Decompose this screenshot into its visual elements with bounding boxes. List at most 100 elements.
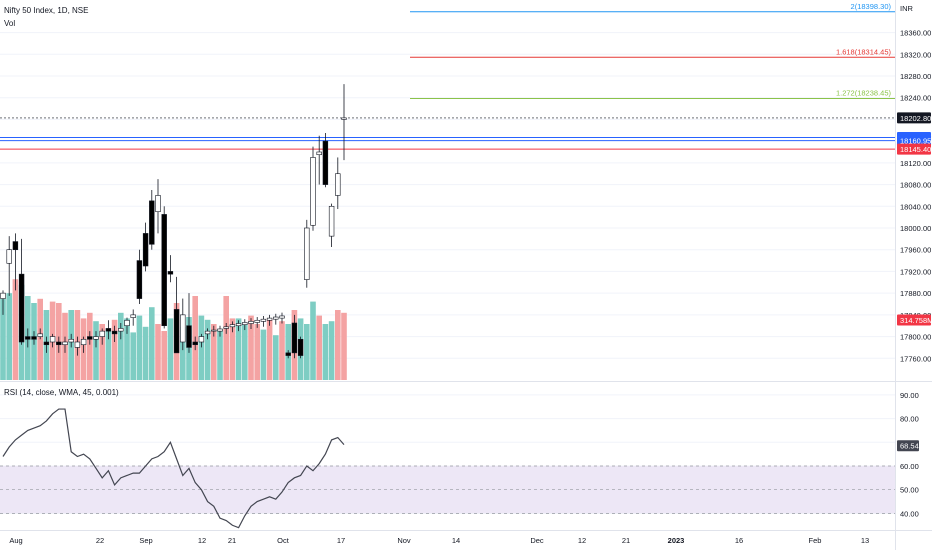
volume-bar [93, 321, 99, 380]
date-tick-label: Dec [530, 536, 544, 545]
candle-body [223, 326, 229, 329]
candle-body [155, 195, 161, 213]
volume-bar [273, 335, 279, 380]
candle-body [291, 322, 298, 354]
candle-body [105, 328, 112, 332]
date-tick-label: 14 [452, 536, 460, 545]
currency-label: INR [900, 4, 914, 13]
candle-body [18, 273, 25, 343]
candle-body [93, 336, 99, 340]
volume-bar [341, 312, 347, 380]
candle-body [328, 205, 335, 237]
volume-bar [6, 293, 12, 380]
volume-bar [99, 324, 105, 380]
candle-body [56, 341, 62, 346]
candle-body [310, 157, 316, 226]
price-tick-label: 17760.00 [900, 354, 931, 363]
candle-body [285, 352, 291, 356]
candle-body [173, 309, 180, 354]
candle-body [74, 341, 81, 348]
volume-legend: Vol [4, 19, 16, 28]
volume-bar [242, 324, 248, 380]
rsi-tick-label: 50.00 [900, 486, 919, 495]
volume-bar [142, 326, 149, 380]
volume-bar [167, 318, 174, 380]
volume-bar [149, 307, 155, 380]
candle-body [304, 227, 310, 280]
date-tick-label: 21 [228, 536, 236, 545]
rsi-tick-label: 60.00 [900, 462, 919, 471]
candle-body [217, 328, 223, 332]
fib-level-label: 2(18398.30) [851, 2, 892, 11]
volume-bar [310, 301, 316, 380]
candle-body [211, 329, 217, 332]
candle-body [142, 233, 149, 267]
candle-body [25, 336, 31, 340]
candle-body [31, 336, 37, 340]
volume-bar [254, 324, 260, 380]
volume-bar [260, 329, 267, 380]
candle-body [161, 214, 167, 327]
price-tick-label: 17880.00 [900, 289, 931, 298]
volume-bar [87, 312, 93, 380]
candle-body [0, 292, 6, 299]
candle-body [273, 316, 279, 320]
candle-body [266, 317, 273, 321]
axis-layer: 18360.0018320.0018280.0018240.0018200.00… [9, 4, 932, 545]
volume-bar [266, 318, 273, 380]
price-tick-label: 18360.00 [900, 29, 931, 38]
candle-body [37, 333, 43, 337]
candle-body [297, 338, 304, 356]
price-tick-label: 17920.00 [900, 267, 931, 276]
volume-bar [304, 324, 310, 380]
rsi-tick-label: 80.00 [900, 415, 919, 424]
candle-body [229, 324, 236, 328]
date-tick-label: Feb [809, 536, 822, 545]
candle-body [260, 318, 267, 322]
volume-bar [248, 315, 254, 380]
date-tick-label: 17 [337, 536, 345, 545]
volume-bar [316, 315, 322, 380]
volume-bar [217, 329, 223, 380]
date-tick-label: Oct [277, 536, 290, 545]
volume-bar [0, 298, 6, 380]
volume-tag: 314.758M [900, 316, 932, 325]
price-tick-label: 18040.00 [900, 202, 931, 211]
candle-body [167, 271, 174, 275]
volume-bar [198, 315, 205, 380]
volume-bar [180, 326, 186, 380]
candle-body [49, 336, 56, 343]
candle-body [235, 323, 242, 327]
candle-body [254, 319, 260, 323]
candle-body [68, 338, 74, 343]
date-tick-label: Sep [139, 536, 152, 545]
candle-body [279, 315, 285, 319]
candle-body [248, 321, 254, 324]
candle-body [316, 151, 322, 156]
candle-body [12, 241, 19, 251]
rsi-band-layer [0, 465, 895, 514]
volume-bar [235, 318, 242, 380]
price-tick-label: 18320.00 [900, 50, 931, 59]
date-tick-label: 21 [622, 536, 630, 545]
candle-body [242, 322, 248, 325]
rsi-layer [2, 408, 345, 529]
volume-bar [279, 321, 285, 380]
level-price-tag: 18145.40 [900, 145, 931, 154]
candle-body [198, 336, 205, 343]
candles-layer [0, 84, 347, 359]
candle-body [136, 260, 143, 299]
level-price-tag-bg [897, 135, 931, 147]
chart-title: Nifty 50 Index, 1D, NSE [4, 6, 89, 15]
price-tick-label: 17960.00 [900, 246, 931, 255]
volume-bar [328, 321, 335, 380]
date-tick-label: 16 [735, 536, 743, 545]
volume-bar [161, 331, 167, 380]
candle-body [204, 330, 211, 335]
volume-bar [136, 315, 143, 380]
volume-bar [155, 324, 161, 380]
rsi-value-tag-bg [897, 440, 919, 452]
